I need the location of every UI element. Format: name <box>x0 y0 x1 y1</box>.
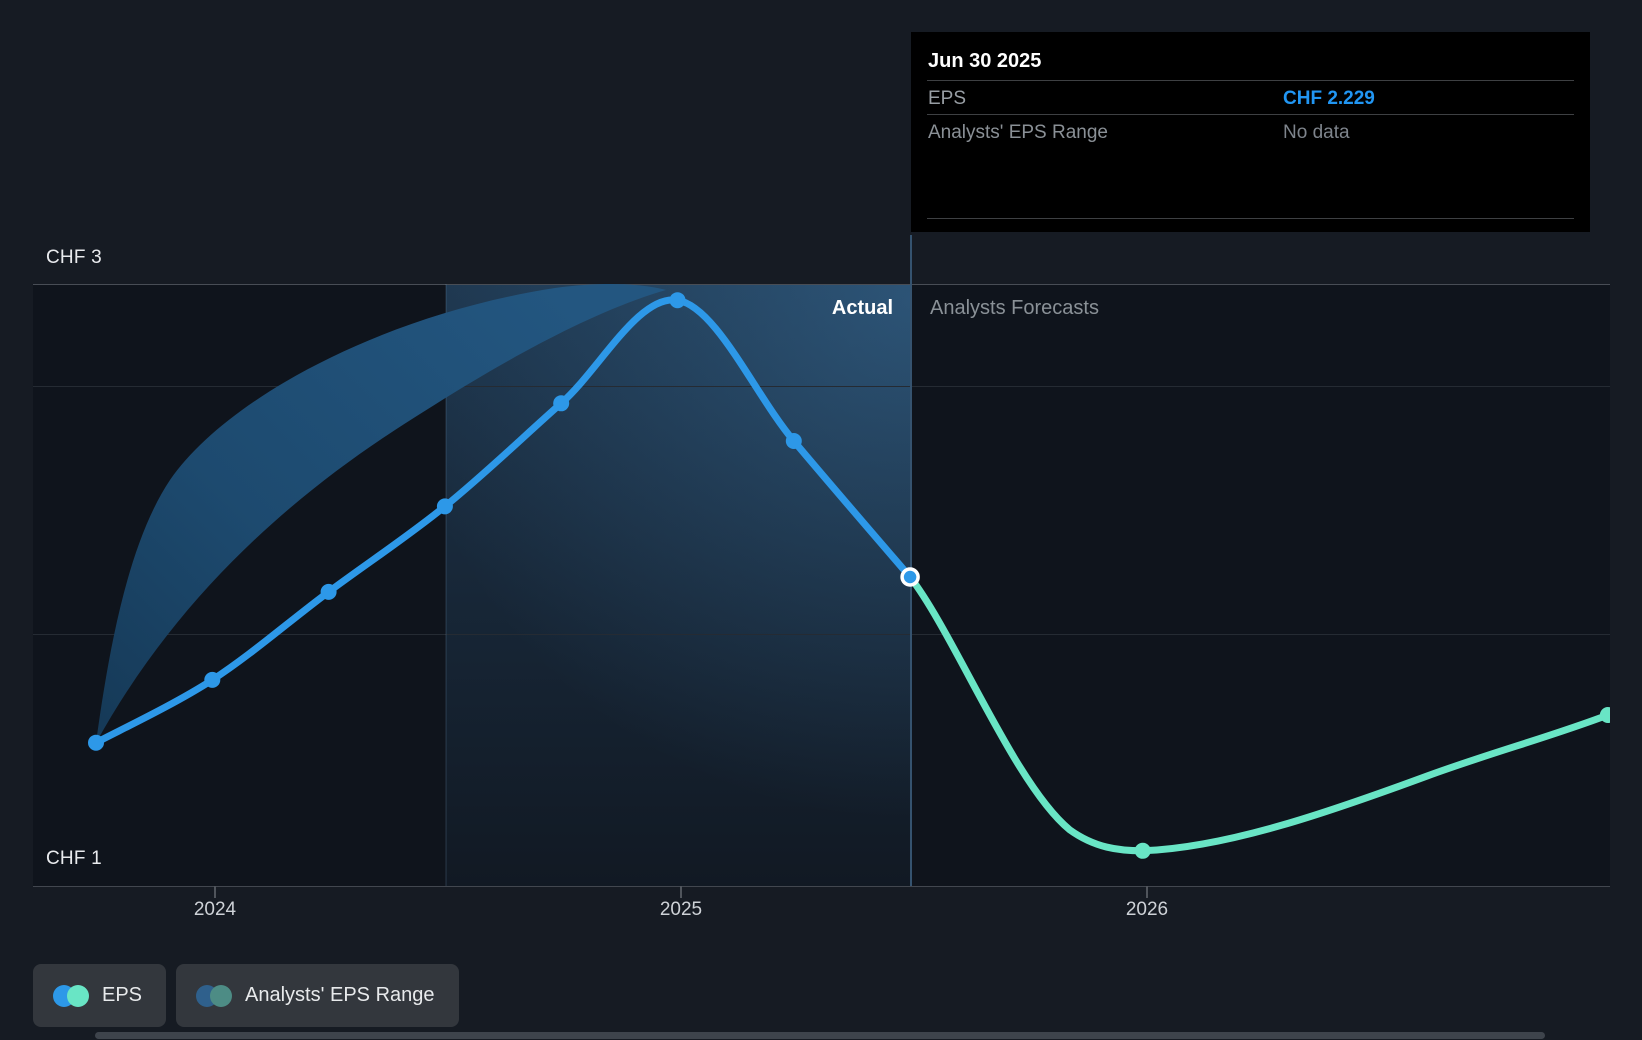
eps-point-dot <box>785 433 802 449</box>
eps-actual-dots <box>88 292 802 751</box>
actual-region-label: Actual <box>831 297 893 319</box>
actual-highlight-window <box>446 284 911 886</box>
tooltip-range-label: Analysts' EPS Range <box>928 122 1108 143</box>
eps-point-dot <box>669 292 686 309</box>
eps-point-dot <box>436 498 453 515</box>
tooltip-eps-label: EPS <box>928 88 967 109</box>
x-tick-2025: 2025 <box>659 899 703 920</box>
y-axis-max-label: CHF 3 <box>46 247 102 268</box>
eps-point-dot <box>553 395 570 412</box>
analysts-range-band <box>96 284 666 743</box>
tooltip-divider <box>927 80 1574 81</box>
forecast-point-dot <box>1134 842 1151 859</box>
hover-tooltip: Jun 30 2025 EPS CHF 2.229 Analysts' EPS … <box>911 32 1590 232</box>
current-point-dot[interactable] <box>900 567 920 587</box>
tooltip-divider <box>927 114 1574 115</box>
horizontal-scrollbar-thumb[interactable] <box>95 1032 1545 1039</box>
tooltip-range-value: No data <box>1283 122 1350 143</box>
y-axis-min-label: CHF 1 <box>46 848 102 869</box>
eps-legend-swatch-icon <box>53 984 89 1007</box>
eps-point-dot <box>204 671 221 688</box>
x-tick-2026: 2026 <box>1125 899 1169 920</box>
forecast-end-dot <box>1599 707 1610 723</box>
tooltip-eps-value: CHF 2.229 <box>1283 88 1375 109</box>
eps-point-dot <box>320 583 337 600</box>
legend-label: EPS <box>102 984 143 1006</box>
tooltip-footer-divider <box>927 218 1574 219</box>
axis-ticks <box>214 886 1148 898</box>
x-tick-2024: 2024 <box>193 899 237 920</box>
eps-point-dot <box>88 734 104 751</box>
forecast-region-label: Analysts Forecasts <box>930 297 1099 319</box>
range-legend-swatch-icon <box>196 984 233 1007</box>
eps-actual-line <box>92 296 914 747</box>
tooltip-date-title: Jun 30 2025 <box>928 50 1042 72</box>
legend-item-analysts-range[interactable]: Analysts' EPS Range <box>176 964 459 1027</box>
chart-legend: EPS Analysts' EPS Range <box>33 964 459 1027</box>
legend-label: Analysts' EPS Range <box>245 984 435 1006</box>
legend-item-eps[interactable]: EPS <box>33 964 167 1027</box>
eps-forecast-line <box>906 573 1610 855</box>
